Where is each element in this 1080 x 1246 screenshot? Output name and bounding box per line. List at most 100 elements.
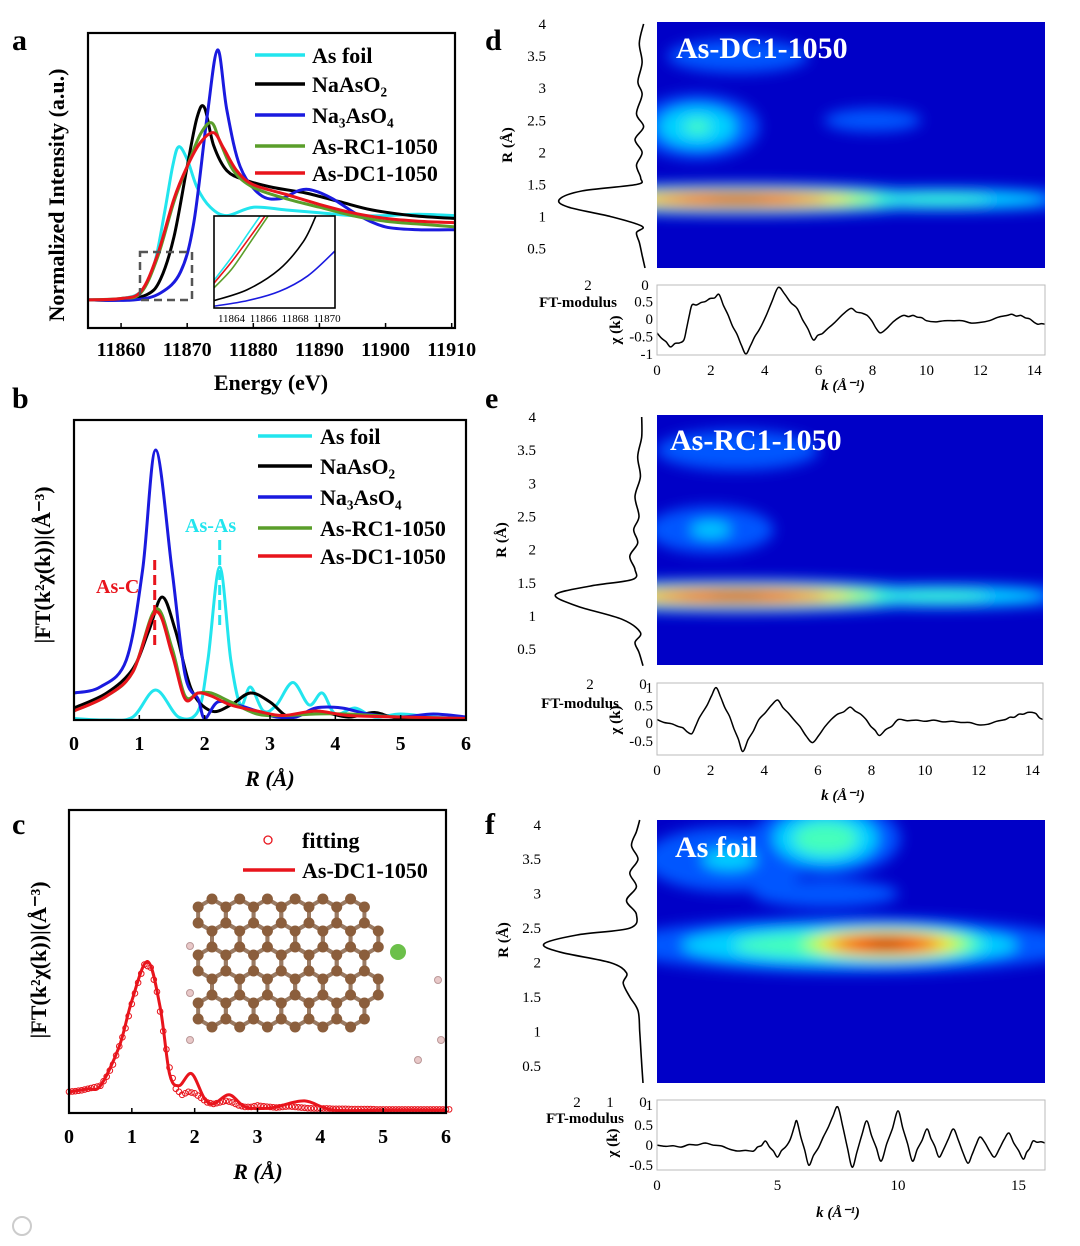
a-legend-label: As-RC1-1050 [312,134,438,159]
c-molecule-carbon-atom [317,925,329,937]
e-r-tick-label: 2 [529,543,537,559]
c-molecule-carbon-atom [275,1013,287,1025]
d-r-tick-label: 0.5 [527,242,546,258]
e-heatmap-contour [707,593,768,599]
c-molecule-carbon-atom [345,973,357,985]
e-heatmap-contour [657,430,819,471]
c-molecule-carbon-atom [192,965,204,977]
b-x-tick-label: 2 [200,733,210,755]
c-molecule-carbon-atom [345,925,357,937]
d-r-tick-label: 3 [539,81,547,97]
c-molecule-carbon-atom [289,925,301,937]
b-x-tick-label: 6 [461,733,471,755]
c-molecule-carbon-atom [192,949,204,961]
b-annotation-as-as: As-As [185,515,236,537]
c-molecule-carbon-atom [345,1021,357,1033]
c-molecule-hydrogen-atom [434,976,442,984]
a-inset-tick-label: 11864 [218,313,246,325]
c-molecule-carbon-atom [345,941,357,953]
e-r-tick-label: 4 [529,410,537,426]
c-molecule-arsenic-atom [390,944,406,960]
c-molecule-carbon-atom [358,965,370,977]
b-x-tick-label: 1 [134,733,144,755]
c-fitting-marker [298,1104,305,1111]
d-chi-tick-label: 0.5 [634,294,653,310]
f-chi-tick-label: 0.5 [634,1118,653,1134]
e-modulus-tick-label: 0 [639,677,647,693]
c-molecule-carbon-atom [317,893,329,905]
d-r-tick-label: 1 [539,210,547,226]
d-k-tick-label: 8 [869,363,877,379]
c-molecule-carbon-atom [358,997,370,1009]
e-k-tick-label: 0 [653,763,661,779]
f-heatmap-contour [752,879,899,908]
c-x-tick-label: 4 [315,1126,325,1148]
panel-label-d: d [485,24,502,57]
c-x-tick-label: 5 [378,1126,388,1148]
b-x-tick-label: 3 [265,733,275,755]
watermark-logo-icon [12,1216,32,1236]
a-inset-series-as-dc1-1050 [214,216,266,284]
e-chi-tick-label: -0.5 [629,734,653,750]
c-molecule-carbon-atom [331,917,343,929]
c-molecule-carbon-atom [372,941,384,953]
b-legend-label: As-DC1-1050 [320,544,446,569]
c-molecule-carbon-atom [303,1013,315,1025]
c-molecule-carbon-atom [220,949,232,961]
c-molecule-carbon-atom [248,997,260,1009]
b-ylabel: |FT(k²χ(k))|(Å⁻³) [30,486,55,643]
panel-label-f: f [485,808,496,841]
c-x-tick-label: 0 [64,1126,74,1148]
f-chi-frame [656,1099,1046,1171]
e-heatmap-title: As-RC1-1050 [670,424,842,457]
c-molecule-carbon-atom [331,965,343,977]
c-molecule-carbon-atom [220,917,232,929]
a-x-tick-label: 11870 [163,339,212,361]
c-molecule-carbon-atom [275,949,287,961]
c-fitting-marker [229,1099,236,1106]
c-molecule-carbon-atom [192,901,204,913]
b-x-tick-label: 0 [69,733,79,755]
b-legend-label: NaAsO₂ [320,454,395,479]
c-molecule-hydrogen-atom [186,942,194,950]
f-r-axis-label: R (Å) [496,922,512,957]
c-fitting-marker [310,1105,318,1112]
c-molecule-carbon-atom [234,1021,246,1033]
a-inset-tick-label: 11866 [250,313,278,325]
c-molecule-carbon-atom [358,1013,370,1025]
f-r-tick-label: 3.5 [522,852,541,868]
a-xlabel: Energy (eV) [214,370,328,395]
f-r-tick-label: 4 [534,818,542,834]
f-heatmap-contour [793,822,858,855]
e-chi-frame [656,682,1044,756]
c-molecule-carbon-atom [206,989,218,1001]
f-ft-modulus-label: FT-modulus [546,1111,624,1127]
c-x-tick-label: 3 [253,1126,263,1148]
d-chi-tick-label: -0.5 [629,329,653,345]
a-x-tick-label: 11860 [97,339,146,361]
d-r-tick-label: 2.5 [527,113,546,129]
f-r-tick-label: 1.5 [522,990,541,1006]
e-r-tick-label: 1.5 [517,576,536,592]
c-molecule-carbon-atom [289,989,301,1001]
c-molecule-carbon-atom [317,941,329,953]
d-heatmap-contour [683,119,711,134]
e-k-tick-label: 12 [971,763,986,779]
c-molecule-carbon-atom [289,1021,301,1033]
a-inset-frame [213,215,336,309]
e-r-tick-label: 3 [529,476,537,492]
c-molecule-hydrogen-atom [414,1056,422,1064]
d-k-tick-label: 0 [653,363,661,379]
a-zoom-region-box [138,250,194,302]
c-molecule-carbon-atom [275,997,287,1009]
c-molecule-carbon-atom [372,925,384,937]
d-k-tick-label: 6 [815,363,823,379]
c-fitting-marker [185,1088,192,1096]
f-modulus-tick-label: 1 [606,1095,614,1111]
c-molecule-carbon-atom [345,893,357,905]
c-molecule-carbon-atom [372,989,384,1001]
c-molecule-carbon-atom [261,893,273,905]
e-wavelet-heatmap [657,415,1043,665]
c-x-tick-label: 6 [441,1126,451,1148]
